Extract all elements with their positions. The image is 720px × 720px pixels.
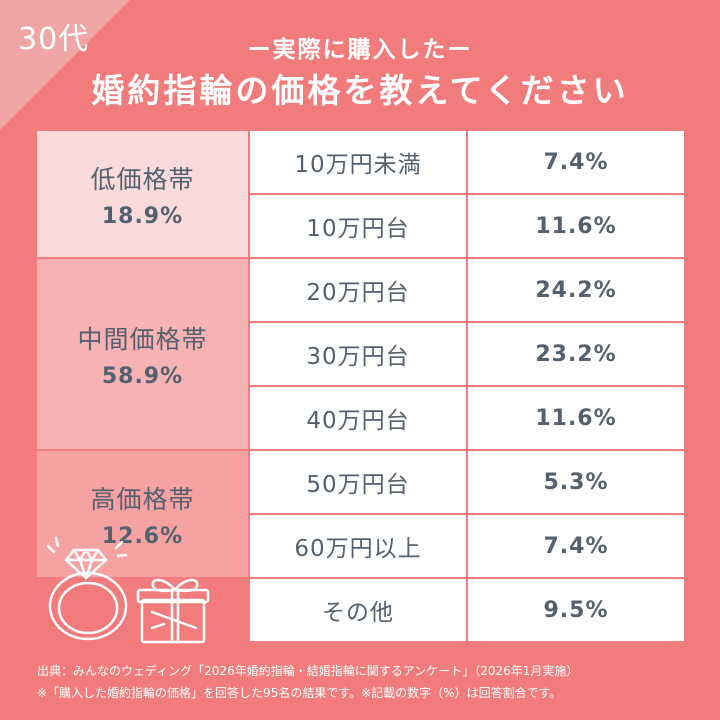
price-group-name: 高価格帯 <box>90 484 195 514</box>
percentage-cell: 24.2% <box>468 259 684 321</box>
percentage-cell: 9.5% <box>468 579 684 641</box>
corner-triangle <box>0 0 130 130</box>
gift-box-icon <box>136 578 210 644</box>
price-range-cell: その他 <box>250 579 466 641</box>
ring-icon <box>46 536 128 641</box>
page-title: 婚約指輪の価格を教えてください <box>91 71 629 110</box>
price-group-name: 中間価格帯 <box>77 324 208 354</box>
price-group: 高価格帯 12.6% <box>37 451 248 577</box>
footer: 出典：みんなのウェディング「2026年婚約指輪・結婚指輪に関するアンケート」（2… <box>37 660 707 704</box>
price-range-cell: 60万円以上 <box>250 515 466 577</box>
percentage-cell: 11.6% <box>468 195 684 257</box>
price-group-total: 18.9% <box>101 203 184 229</box>
percentage-cell: 7.4% <box>468 131 684 193</box>
page-subtitle: ー実際に購入したー <box>247 37 473 63</box>
price-range-cell: 20万円台 <box>250 259 466 321</box>
percentage-cell: 11.6% <box>468 387 684 449</box>
price-range-cell: 40万円台 <box>250 387 466 449</box>
footer-note: ※「購入した婚約指輪の価格」を回答した95名の結果です。※記載の数字（%）は回答… <box>37 686 562 700</box>
percentage-cell: 7.4% <box>468 515 684 577</box>
price-range-cell: 10万円未満 <box>250 131 466 193</box>
price-range-cell: 10万円台 <box>250 195 466 257</box>
percentage-cell: 23.2% <box>468 323 684 385</box>
price-group-total: 12.6% <box>101 523 184 549</box>
price-range-cell: 50万円台 <box>250 451 466 513</box>
percentage-cell: 5.3% <box>468 451 684 513</box>
price-group: 中間価格帯 58.9% <box>37 259 248 449</box>
age-label: 30代 <box>18 22 90 57</box>
footer-source: 出典：みんなのウェディング「2026年婚約指輪・結婚指輪に関するアンケート」（2… <box>37 664 579 678</box>
price-range-cell: 30万円台 <box>250 323 466 385</box>
price-group: 低価格帯 18.9% <box>37 131 248 257</box>
price-table: 低価格帯 18.9% 10万円未満 7.4% 10万円台 11.6% 中間価格帯 58.9% 2… <box>37 131 684 642</box>
price-group-name: 低価格帯 <box>90 164 195 194</box>
decoration <box>46 536 210 644</box>
price-group-total: 58.9% <box>101 363 184 389</box>
